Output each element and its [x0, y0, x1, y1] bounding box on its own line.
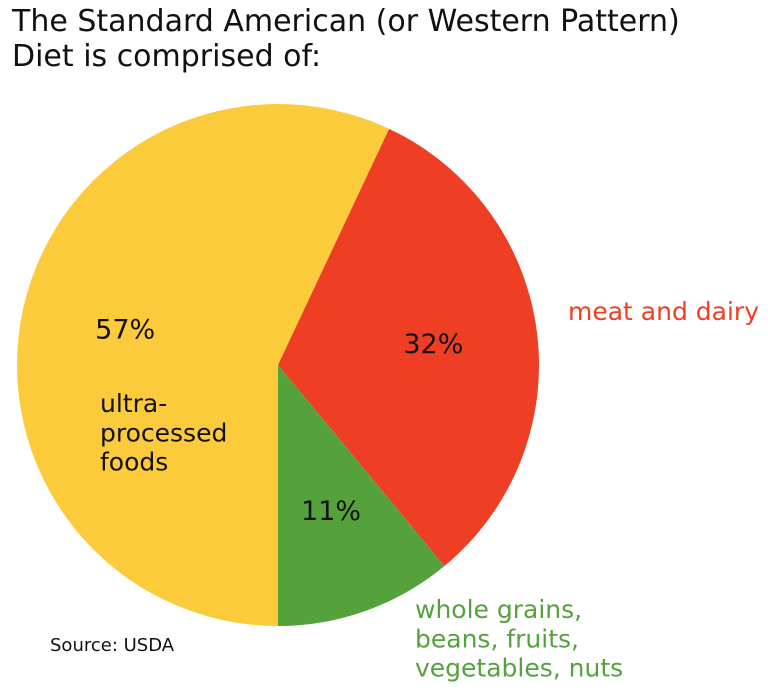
category-label: whole grains, beans, fruits, vegetables, n…: [415, 595, 623, 683]
pie-slice: [278, 365, 445, 626]
chart-title: The Standard American (or Western Patter…: [11, 4, 680, 74]
category-label: meat and dairy: [568, 297, 759, 326]
pie-slice: [16, 103, 390, 626]
value-label: 57%: [95, 314, 155, 345]
pie-slice: [278, 128, 539, 567]
value-label: 32%: [403, 329, 463, 360]
source-note: Source: USDA: [50, 635, 175, 656]
value-label: 11%: [301, 496, 361, 527]
category-label: ultra-processed foods: [100, 389, 227, 477]
